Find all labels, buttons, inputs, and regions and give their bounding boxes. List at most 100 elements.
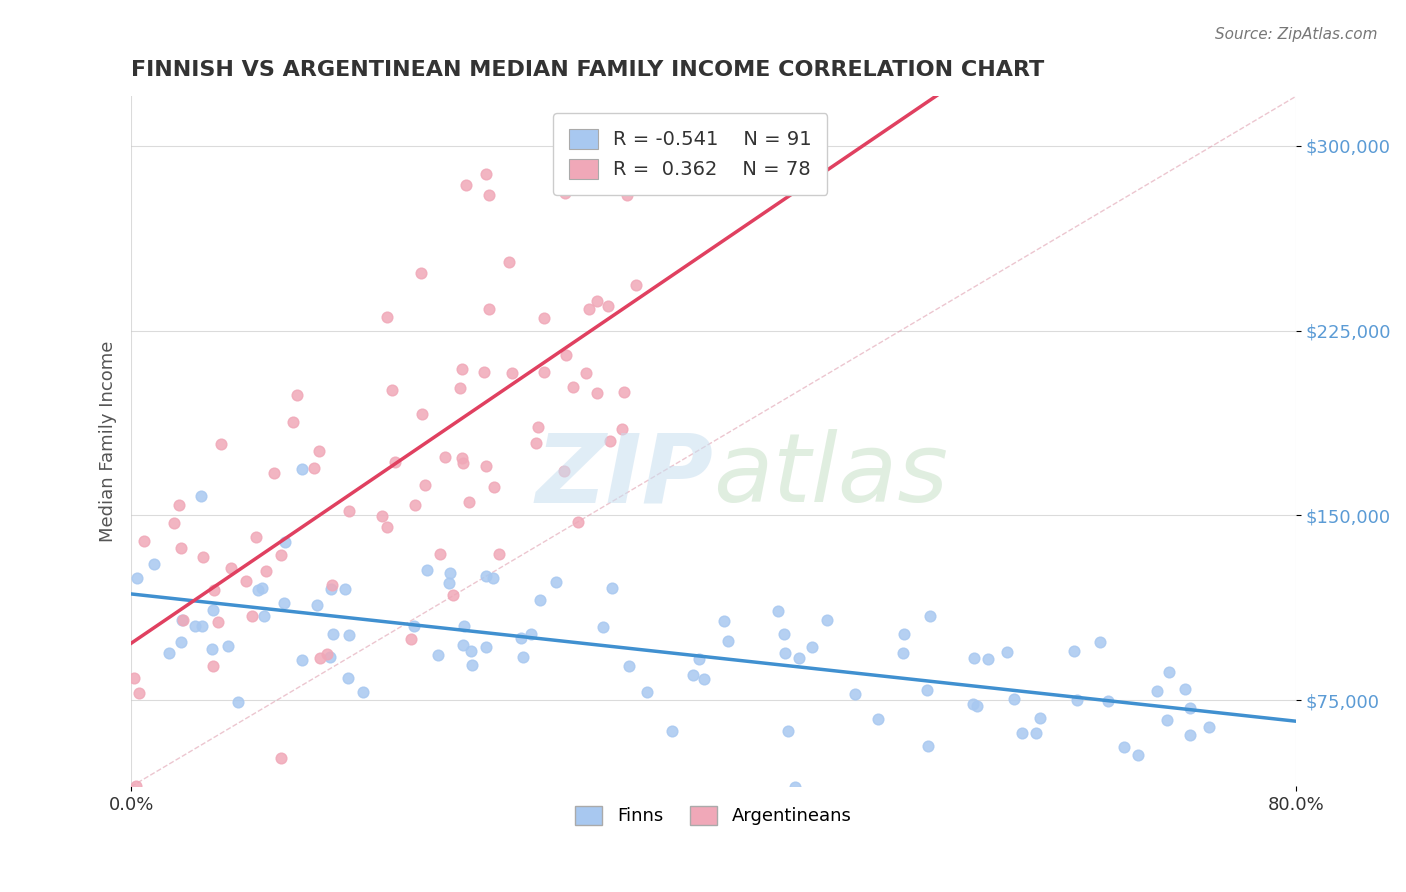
Legend: Finns, Argentineans: Finns, Argentineans	[568, 799, 859, 832]
Point	[170, 613, 193, 627]
Point	[453, 638, 475, 652]
Point	[713, 614, 735, 628]
Point	[475, 640, 498, 654]
Point	[170, 541, 193, 556]
Point	[1174, 681, 1197, 696]
Point	[800, 640, 823, 655]
Point	[449, 381, 471, 395]
Point	[316, 647, 339, 661]
Point	[402, 619, 425, 633]
Point	[529, 593, 551, 607]
Point	[977, 652, 1000, 666]
Point	[226, 695, 249, 709]
Point	[191, 619, 214, 633]
Point	[963, 651, 986, 665]
Point	[524, 436, 547, 450]
Point	[125, 780, 148, 794]
Point	[844, 687, 866, 701]
Point	[593, 124, 616, 138]
Point	[501, 366, 523, 380]
Point	[416, 563, 439, 577]
Point	[773, 627, 796, 641]
Point	[451, 362, 474, 376]
Point	[371, 508, 394, 523]
Point	[339, 504, 361, 518]
Point	[1126, 747, 1149, 762]
Point	[319, 649, 342, 664]
Point	[688, 652, 710, 666]
Point	[263, 467, 285, 481]
Point	[915, 682, 938, 697]
Point	[475, 167, 498, 181]
Point	[254, 564, 277, 578]
Point	[554, 348, 576, 362]
Point	[481, 571, 503, 585]
Point	[240, 609, 263, 624]
Point	[458, 495, 481, 509]
Point	[270, 751, 292, 765]
Point	[482, 480, 505, 494]
Text: atlas: atlas	[713, 429, 949, 523]
Point	[920, 609, 942, 624]
Point	[127, 572, 149, 586]
Point	[352, 684, 374, 698]
Point	[575, 366, 598, 380]
Point	[717, 634, 740, 648]
Point	[453, 456, 475, 470]
Point	[429, 547, 451, 561]
Point	[578, 302, 600, 317]
Point	[478, 187, 501, 202]
Point	[270, 548, 292, 562]
Point	[433, 450, 456, 464]
Point	[290, 462, 312, 476]
Point	[1198, 720, 1220, 734]
Point	[562, 380, 585, 394]
Point	[235, 574, 257, 588]
Point	[207, 615, 229, 630]
Point	[1025, 725, 1047, 739]
Point	[426, 648, 449, 662]
Point	[375, 519, 398, 533]
Point	[202, 658, 225, 673]
Point	[783, 780, 806, 794]
Point	[321, 582, 343, 596]
Point	[183, 619, 205, 633]
Point	[273, 596, 295, 610]
Point	[509, 631, 531, 645]
Point	[475, 458, 498, 473]
Y-axis label: Median Family Income: Median Family Income	[100, 341, 117, 542]
Point	[307, 599, 329, 613]
Point	[995, 645, 1018, 659]
Point	[201, 642, 224, 657]
Point	[1097, 694, 1119, 708]
Point	[335, 582, 357, 596]
Point	[190, 489, 212, 503]
Point	[891, 646, 914, 660]
Point	[598, 300, 620, 314]
Point	[544, 575, 567, 590]
Point	[451, 451, 474, 466]
Point	[682, 668, 704, 682]
Point	[453, 619, 475, 633]
Point	[1156, 713, 1178, 727]
Point	[693, 672, 716, 686]
Point	[488, 547, 510, 561]
Point	[475, 569, 498, 583]
Point	[399, 632, 422, 646]
Point	[375, 310, 398, 324]
Point	[617, 659, 640, 673]
Point	[472, 365, 495, 379]
Point	[439, 566, 461, 581]
Point	[592, 620, 614, 634]
Point	[636, 685, 658, 699]
Point	[917, 739, 939, 754]
Point	[122, 671, 145, 685]
Point	[246, 582, 269, 597]
Point	[132, 534, 155, 549]
Point	[245, 530, 267, 544]
Point	[250, 581, 273, 595]
Point	[512, 650, 534, 665]
Point	[585, 293, 607, 308]
Point	[169, 635, 191, 649]
Point	[1178, 701, 1201, 715]
